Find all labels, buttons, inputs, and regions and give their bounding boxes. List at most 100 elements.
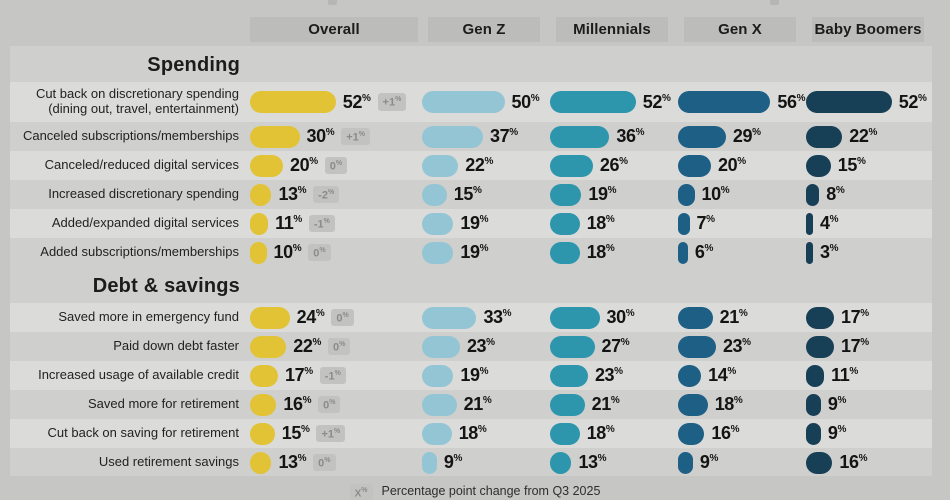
bar-value: 11% [831, 365, 858, 385]
bar-cell: 19% [420, 212, 548, 235]
bar-value: 37% [490, 126, 518, 146]
bar-value: 15% [837, 155, 866, 175]
value-bar [678, 422, 705, 445]
bar-cell: 9% [676, 451, 804, 474]
bar-cell: 21% [548, 393, 676, 416]
value-bar [550, 306, 600, 329]
value-bar [422, 212, 454, 235]
bar-cell: 10% 0% [248, 241, 420, 264]
bar-cell: 22% [804, 125, 932, 148]
value-bar [806, 306, 835, 329]
bar-value: 13% [578, 452, 607, 472]
bar-value: 18% [586, 213, 615, 233]
row-label: Added/expanded digital services [51, 215, 239, 231]
bar-value: 18% [458, 423, 487, 443]
value-bar [250, 241, 267, 264]
bar-cell: 56% [676, 91, 806, 113]
bar-cell: 52% [804, 91, 932, 113]
value-bar [422, 241, 454, 264]
bar-value: 7% [696, 213, 716, 233]
bar-cell: 22% [420, 154, 548, 177]
bar-cell: 13% [548, 451, 676, 474]
bar-value: 6% [694, 242, 714, 262]
value-bar [250, 91, 336, 113]
bar-cell: 6% [676, 241, 804, 264]
cropped-title-remnant [770, 0, 779, 5]
change-badge: +1% [377, 93, 407, 111]
value-bar [806, 451, 833, 474]
bar-value: 20% [718, 155, 746, 175]
value-bar [806, 212, 813, 235]
bar-value: 8% [826, 184, 845, 204]
bar-value: 18% [586, 242, 615, 262]
value-bar [422, 91, 505, 113]
row-label: Saved more in emergency fund [58, 309, 239, 325]
row-label: Paid down debt faster [113, 338, 239, 354]
column-header-gen-x: Gen X [684, 17, 796, 42]
chart-panel: Spending Cut back on discretionary spendi… [10, 46, 932, 476]
value-bar [806, 91, 892, 113]
bar-value: 56% [777, 91, 806, 112]
value-bar [806, 422, 821, 445]
row-label: Used retirement savings [98, 454, 239, 470]
section-title: Debt & savings [92, 275, 240, 297]
value-bar [550, 422, 580, 445]
value-bar [806, 241, 813, 264]
value-bar [250, 212, 269, 235]
bar-value: 21% [719, 307, 748, 327]
value-bar [806, 393, 821, 416]
bar-value: 10% [273, 242, 302, 262]
value-bar [678, 125, 726, 148]
bar-value: 29% [732, 126, 761, 146]
bar-cell: 19% [420, 364, 548, 387]
value-bar [422, 183, 447, 206]
bar-cell: 18% [676, 393, 804, 416]
bar-cell: 26% [548, 154, 676, 177]
bar-cell: 17% [804, 306, 932, 329]
bar-value: 18% [586, 423, 615, 443]
bar-value: 10% [701, 184, 730, 204]
bar-value: 9% [827, 423, 847, 443]
bar-value: 23% [466, 336, 495, 356]
column-header-overall: Overall [250, 17, 418, 42]
row-label: Increased usage of available credit [38, 367, 239, 383]
bar-value: 16% [839, 452, 868, 472]
row-sublabel: (dining out, travel, entertainment) [48, 101, 239, 116]
column-header-baby-boomers: Baby Boomers [812, 17, 924, 42]
bar-cell: 52% [548, 91, 676, 113]
bar-cell: 18% [420, 422, 548, 445]
bar-cell: 29% [676, 125, 804, 148]
bar-value: 16% [711, 423, 740, 443]
value-bar [422, 393, 457, 416]
value-bar [550, 393, 585, 416]
bar-cell: 10% [676, 183, 804, 206]
bar-cell: 14% [676, 364, 804, 387]
table-row: Cut back on saving for retirement 15% +1% 1… [10, 419, 932, 448]
bar-value: 14% [708, 365, 736, 385]
value-bar [678, 364, 702, 387]
table-row: Paid down debt faster 22% 0% 23% 27% 23% 17% [10, 332, 932, 361]
bar-value: 20% [290, 155, 318, 175]
table-row: Used retirement savings 13% 0% 9% 13% 9% 16% [10, 448, 932, 477]
row-label: Saved more for retirement [87, 396, 239, 412]
value-bar [806, 335, 835, 358]
bar-value: 52% [642, 91, 671, 112]
bar-cell: 13% -2% [248, 183, 420, 206]
bar-value: 21% [591, 394, 620, 414]
value-bar [550, 335, 595, 358]
value-bar [550, 451, 572, 474]
row-label: Canceled subscriptions/memberships [22, 128, 239, 144]
bar-value: 22% [293, 336, 322, 356]
bar-cell: 9% [420, 451, 548, 474]
bar-cell: 15% [420, 183, 548, 206]
bar-value: 24% [296, 307, 325, 327]
bar-value: 15% [281, 423, 310, 443]
section-header: Spending [10, 46, 932, 82]
bar-cell: 4% [804, 212, 932, 235]
bar-value: 19% [460, 213, 489, 233]
bar-cell: 30% +1% [248, 125, 420, 148]
value-bar [250, 393, 277, 416]
bar-cell: 11% [804, 364, 932, 387]
value-bar [422, 154, 459, 177]
